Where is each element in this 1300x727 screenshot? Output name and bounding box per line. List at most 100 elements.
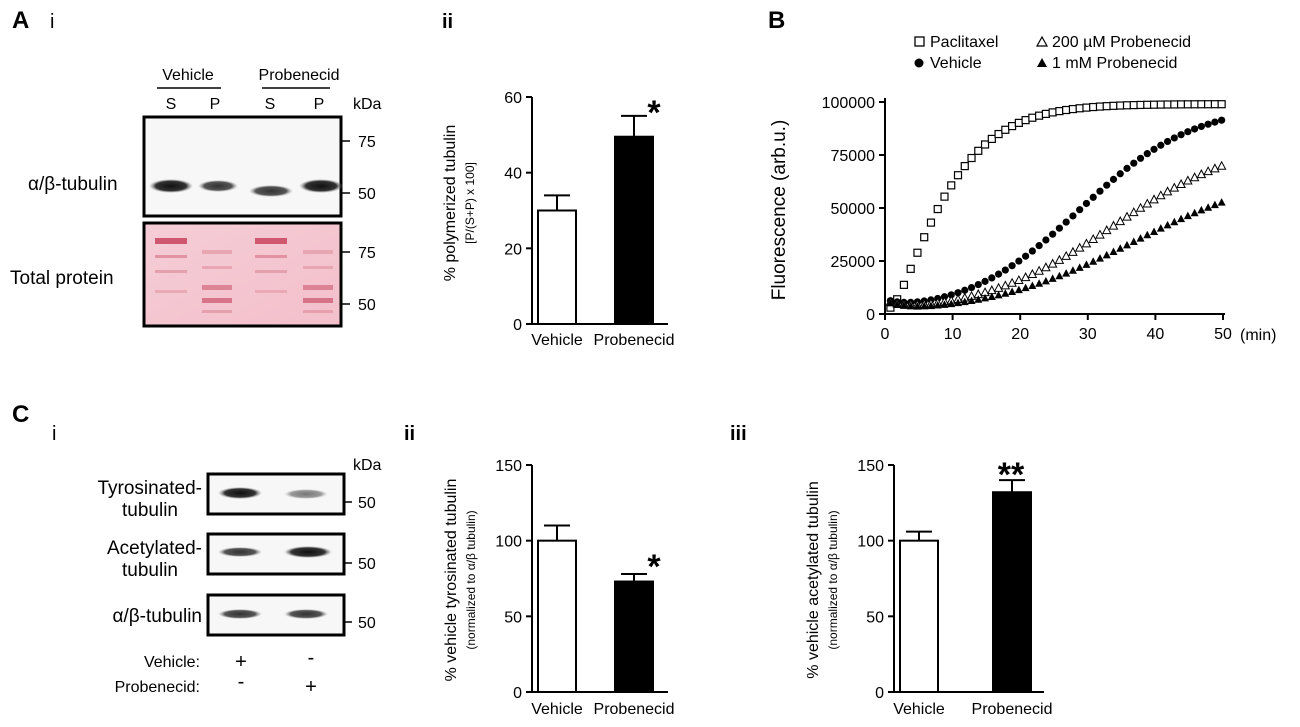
blot-band — [218, 609, 262, 619]
point-1mm-probenecid — [1028, 281, 1037, 289]
point-1mm-probenecid — [1143, 230, 1152, 239]
point-1mm-probenecid — [1150, 227, 1159, 235]
point-paclitaxel — [987, 134, 996, 144]
point-paclitaxel — [1204, 100, 1213, 109]
point-1mm-probenecid — [1048, 274, 1057, 282]
point-vehicle — [1035, 242, 1043, 250]
point-1mm-probenecid — [1116, 244, 1125, 252]
point-200um-probenecid — [1047, 258, 1058, 268]
blot-band — [284, 609, 328, 619]
point-vehicle — [974, 281, 982, 289]
point-200um-probenecid — [986, 285, 997, 295]
point-paclitaxel — [1190, 100, 1199, 109]
point-200um-probenecid — [1054, 254, 1065, 264]
blot-band — [149, 179, 193, 193]
c-iii-ylabel: % vehicle acetylated tubulin — [805, 481, 822, 678]
point-200um-probenecid — [1101, 225, 1112, 235]
point-200um-probenecid — [1074, 242, 1085, 252]
x-category-label: Probenecid — [972, 701, 1053, 718]
point-200um-probenecid — [1061, 250, 1072, 260]
panel-c-ii-label: ii — [404, 423, 415, 445]
group-vehicle-label: Vehicle — [162, 67, 214, 84]
point-vehicle — [994, 270, 1003, 278]
y-tick-label: 50 — [866, 609, 884, 626]
point-200um-probenecid — [1095, 229, 1105, 239]
treatment-row-vehicle: Vehicle: — [144, 654, 200, 671]
point-200um-probenecid — [1115, 216, 1126, 226]
marker-label: 50 — [358, 556, 376, 573]
panel-a-i-label: i — [50, 11, 54, 33]
point-200um-probenecid — [1162, 186, 1173, 196]
point-paclitaxel — [1217, 100, 1226, 109]
legend-1mm-probenecid: 1 mM Probenecid — [1052, 55, 1177, 72]
treatment-sign: - — [238, 671, 245, 693]
x-tick-label: 20 — [1011, 326, 1029, 343]
point-vehicle — [1123, 164, 1131, 172]
c-ii-ylabel-2: (normalized to α/β tubulin) — [464, 510, 478, 649]
point-paclitaxel — [1028, 113, 1037, 122]
x-category-label: Probenecid — [594, 332, 675, 349]
point-1mm-probenecid — [967, 296, 976, 305]
legend-marker-paclitaxel — [914, 36, 925, 47]
point-1mm-probenecid — [1014, 285, 1023, 294]
point-paclitaxel — [1102, 102, 1111, 111]
blot-name-line2: tubulin — [122, 560, 178, 581]
point-1mm-probenecid — [926, 301, 935, 310]
bar-probenecid — [614, 135, 654, 325]
point-1mm-probenecid — [893, 300, 902, 308]
y-tick-label: 75000 — [831, 148, 876, 165]
point-paclitaxel — [926, 218, 936, 227]
blot-name-line1: Acetylated- — [107, 538, 202, 559]
point-1mm-probenecid — [954, 298, 963, 307]
point-200um-probenecid — [1149, 194, 1159, 204]
point-1mm-probenecid — [1177, 214, 1186, 223]
point-1mm-probenecid — [1035, 279, 1044, 287]
legend-marker-1mm — [1037, 58, 1047, 67]
point-paclitaxel — [1163, 100, 1172, 109]
marker-label: 75 — [358, 245, 376, 262]
point-vehicle — [1001, 266, 1009, 274]
point-200um-probenecid — [1210, 163, 1220, 173]
tubulin-blot — [142, 115, 343, 218]
y-tick-label: 150 — [495, 458, 522, 475]
point-vehicle — [1191, 125, 1199, 133]
point-vehicle — [1062, 218, 1070, 226]
y-tick-label: 100 — [495, 534, 522, 551]
point-200um-probenecid — [1135, 202, 1146, 212]
c-kda-label: kDa — [353, 457, 382, 474]
point-paclitaxel — [899, 280, 909, 289]
point-vehicle — [981, 277, 989, 285]
blot-name-line1: α/β-tubulin — [112, 606, 202, 627]
point-200um-probenecid — [1014, 274, 1024, 285]
point-paclitaxel — [1001, 125, 1010, 134]
y-tick-label: 0 — [513, 317, 522, 334]
point-vehicle — [1218, 116, 1226, 124]
point-1mm-probenecid — [994, 290, 1003, 299]
point-vehicle — [1177, 131, 1185, 139]
point-1mm-probenecid — [933, 301, 942, 309]
point-paclitaxel — [967, 153, 976, 163]
point-paclitaxel — [1156, 100, 1165, 109]
blot1-name: α/β-tubulin — [28, 174, 118, 195]
point-paclitaxel — [1176, 100, 1186, 109]
a-ii-ylabel: % polymerized tubulin — [442, 125, 459, 282]
point-vehicle — [954, 289, 962, 297]
point-vehicle — [947, 291, 955, 299]
y-tick-label: 150 — [857, 458, 884, 475]
lane-label: P — [210, 96, 221, 113]
blot-band — [284, 546, 332, 558]
point-1mm-probenecid — [1156, 224, 1165, 232]
c-iii-significance: ** — [998, 456, 1025, 494]
lane-label: S — [265, 96, 276, 113]
point-vehicle — [1143, 150, 1151, 158]
point-vehicle — [1022, 252, 1030, 260]
b-legend: Paclitaxel 200 µM Probenecid Vehicle 1 m… — [914, 34, 1191, 72]
point-paclitaxel — [1082, 103, 1091, 112]
point-200um-probenecid — [1000, 280, 1011, 290]
bar-vehicle — [537, 539, 577, 694]
point-vehicle — [1163, 137, 1172, 146]
point-1mm-probenecid — [960, 297, 969, 306]
panel-b-letter: B — [768, 7, 785, 34]
point-200um-probenecid — [1169, 182, 1180, 192]
point-paclitaxel — [1055, 107, 1064, 116]
